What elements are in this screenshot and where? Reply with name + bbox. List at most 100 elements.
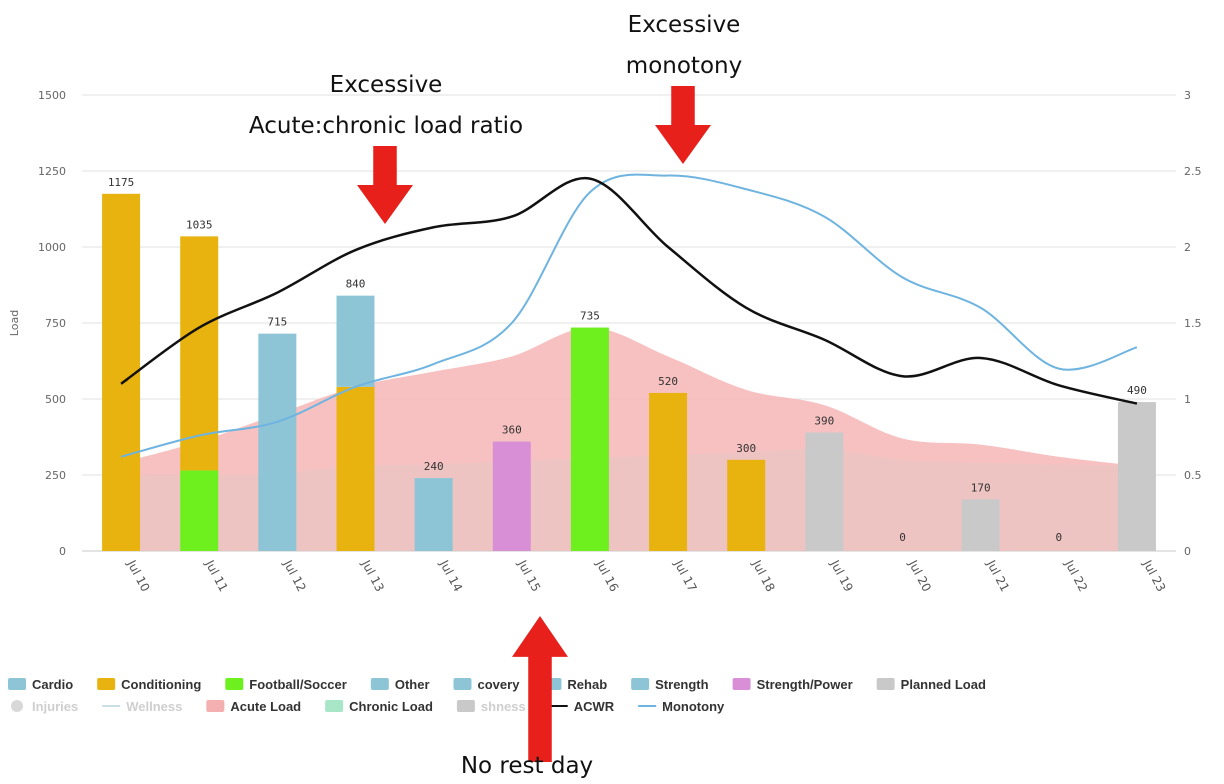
bar-data-label: 390 (814, 414, 834, 427)
y2-axis: 0 0.5 1 1.5 2 2.5 3 (1184, 89, 1202, 558)
bar-data-label: 735 (580, 310, 600, 323)
bar-data-labels: 1175 1035 715 840 240 360 735 520 300 390 0 170 0 490 (108, 176, 1147, 544)
bar-data-label: 0 (899, 531, 906, 544)
y2-tick-label: 2 (1184, 241, 1191, 254)
legend-label: shness (481, 699, 526, 714)
x-tick-label: Jul 19 (827, 557, 856, 594)
annotation-text: monotony (626, 53, 742, 79)
legend-label: Monotony (662, 699, 725, 714)
legend-label: Cardio (32, 677, 73, 692)
y2-tick-label: 3 (1184, 89, 1191, 102)
bar-segment (258, 333, 297, 551)
legend-label: ACWR (574, 699, 615, 714)
legend-item: Planned Load (876, 677, 986, 692)
legend-swatch (876, 678, 895, 690)
legend-swatch (11, 700, 23, 712)
y-tick-label: 0 (59, 545, 66, 558)
legend-label: Other (395, 677, 430, 692)
bar-data-label: 1035 (186, 218, 213, 231)
y-tick-label: 500 (45, 393, 66, 406)
monotony-line (120, 173, 1138, 458)
y-tick-label: 1500 (38, 89, 66, 102)
legend-swatch (206, 700, 225, 712)
annotation-acwr: Excessive Acute:chronic load ratio (249, 72, 523, 224)
annotation-text: Acute:chronic load ratio (249, 113, 523, 139)
legend-item: Acute Load (206, 699, 301, 714)
red-arrow-up (512, 616, 568, 762)
y2-tick-label: 0 (1184, 545, 1191, 558)
legend-item: covery (453, 677, 521, 692)
legend-label: Strength (655, 677, 709, 692)
x-tick-label: Jul 16 (593, 557, 622, 594)
legend-item: ACWR (549, 699, 615, 714)
bar-data-label: 715 (267, 316, 287, 329)
legend-label: Planned Load (901, 677, 986, 692)
bar-segment (492, 441, 531, 551)
legend-item: Conditioning (97, 677, 201, 692)
legend-item: shness (456, 699, 526, 714)
x-tick-label: Jul 10 (124, 557, 153, 594)
bar-segment (961, 499, 1000, 551)
legend-item: Rehab (543, 677, 607, 692)
x-tick-label: Jul 21 (984, 557, 1013, 594)
bar-segment (727, 459, 766, 551)
legend-label: Injuries (32, 699, 78, 714)
legend-swatch (732, 678, 751, 690)
legend-label: Wellness (126, 699, 182, 714)
load-areas (121, 327, 1137, 551)
legend-label: covery (478, 677, 521, 692)
legend: Cardio Conditioning Football/Soccer Other co… (8, 677, 986, 714)
annotation-text: Excessive (330, 72, 443, 98)
bars (102, 193, 1156, 552)
bar-segment (102, 193, 141, 552)
bar-segment (1117, 402, 1156, 551)
bar-segment (336, 295, 375, 387)
x-tick-label: Jul 11 (202, 557, 231, 594)
legend-item: Wellness (102, 699, 182, 714)
red-arrow-down (357, 146, 413, 224)
trend-lines (120, 173, 1138, 458)
legend-label: Strength/Power (757, 677, 853, 692)
bar-segment (180, 470, 219, 551)
legend-swatch (631, 678, 650, 690)
x-tick-label: Jul 22 (1062, 557, 1091, 594)
bar-segment (180, 236, 219, 471)
y-axis: 0 250 500 750 1000 1250 1500 Load (8, 89, 66, 558)
y2-tick-label: 2.5 (1184, 165, 1202, 178)
x-tick-label: Jul 23 (1140, 557, 1169, 594)
annotation-monotony: Excessive monotony (626, 12, 742, 164)
legend-label: Rehab (567, 677, 607, 692)
legend-item: Football/Soccer (225, 677, 347, 692)
y2-tick-label: 0.5 (1184, 469, 1202, 482)
bar-data-label: 520 (658, 375, 678, 388)
y-tick-label: 250 (45, 469, 66, 482)
legend-swatch (456, 700, 475, 712)
y-tick-label: 1250 (38, 165, 66, 178)
legend-swatch (97, 678, 116, 690)
annotation-text: No rest day (461, 753, 593, 779)
legend-swatch (370, 678, 389, 690)
x-tick-label: Jul 20 (905, 557, 934, 594)
x-tick-label: Jul 15 (515, 557, 544, 594)
y-tick-label: 1000 (38, 241, 66, 254)
x-tick-label: Jul 12 (280, 557, 309, 594)
red-arrow-down (655, 86, 711, 164)
bar-data-label: 840 (346, 278, 366, 291)
legend-item: Strength/Power (732, 677, 853, 692)
legend-item: Injuries (11, 699, 78, 714)
x-tick-label: Jul 17 (671, 557, 700, 594)
legend-item: Cardio (8, 677, 73, 692)
x-axis: Jul 10 Jul 11 Jul 12 Jul 13 Jul 14 Jul 15 Jul … (124, 557, 1168, 594)
legend-swatch (225, 678, 244, 690)
legend-label: Acute Load (230, 699, 301, 714)
bar-data-label: 300 (736, 442, 756, 455)
bar-data-label: 0 (1055, 531, 1062, 544)
bar-data-label: 360 (502, 424, 522, 437)
y-axis-title: Load (8, 310, 21, 336)
bar-segment (570, 327, 609, 551)
legend-label: Football/Soccer (249, 677, 347, 692)
bar-segment (336, 386, 375, 551)
x-tick-label: Jul 18 (749, 557, 778, 594)
x-tick-label: Jul 13 (358, 557, 387, 594)
